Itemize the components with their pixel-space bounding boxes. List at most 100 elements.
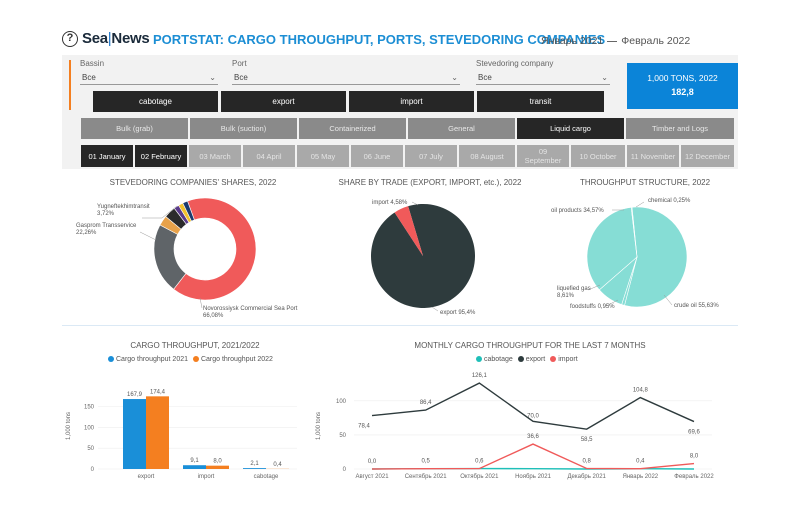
bassin-value: Все (82, 73, 96, 82)
cargo-type-general[interactable]: General (408, 118, 515, 139)
pie-leader-line (411, 201, 419, 206)
chevron-down-icon: ⌄ (209, 73, 216, 82)
logo-separator: | (107, 30, 112, 47)
cargo-type-bulk-suction[interactable]: Bulk (suction) (190, 118, 297, 139)
month-button-november[interactable]: 11 November (627, 145, 679, 167)
month-button-may[interactable]: 05 May (297, 145, 349, 167)
legend-label-2022: Cargo throughput 2022 (200, 356, 273, 363)
x-tick-label: Февраль 2022 (674, 474, 714, 480)
pie-label: 66,08% (203, 313, 224, 319)
y-tick-label: 100 (336, 399, 347, 405)
pie-leader-line (142, 205, 178, 219)
cargo-type-containerized[interactable]: Containerized (299, 118, 406, 139)
month-button-february[interactable]: 02 February (135, 145, 187, 167)
cargo-type-timber-logs[interactable]: Timber and Logs (626, 118, 734, 139)
pie-slice (586, 207, 638, 291)
bar-value-label: 0,4 (273, 462, 282, 468)
pie-label: Novorossiysk Commercial Sea Port (203, 306, 298, 312)
x-tick-label: Август 2021 (355, 474, 389, 480)
x-tick-label: cabotage (254, 474, 279, 480)
month-button-july[interactable]: 07 July (405, 145, 457, 167)
month-button-december[interactable]: 12 December (681, 145, 734, 167)
chart-title-stevedoring: STEVEDORING COMPANIES' SHARES, 2022 (109, 178, 277, 187)
y-axis-label: 1,000 tons (316, 412, 322, 440)
pie-leader-line (431, 306, 439, 312)
y-tick-label: 100 (84, 425, 95, 431)
bassin-label: Bassin (80, 59, 105, 68)
month-button-june[interactable]: 06 June (351, 145, 403, 167)
y-tick-label: 50 (339, 433, 346, 439)
data-label: 70,0 (527, 413, 539, 419)
y-tick-label: 0 (343, 467, 347, 473)
pie-label: liquefied gas (557, 286, 591, 292)
bassin-dropdown[interactable]: Все ⌄ (80, 71, 218, 85)
trade-button-cabotage[interactable]: cabotage (93, 91, 218, 112)
x-tick-label: Сентябрь 2021 (405, 474, 448, 480)
legend-monthly: cabotage export import (476, 356, 578, 363)
chevron-down-icon: ⌄ (601, 73, 608, 82)
data-label: 0,8 (582, 458, 591, 464)
pie-label: import 4,58% (372, 200, 408, 206)
trade-button-import[interactable]: import (349, 91, 474, 112)
chart-title-cargo-throughput: CARGO THROUGHPUT, 2021/2022 (130, 341, 260, 350)
chart-title-structure: THROUGHPUT STRUCTURE, 2022 (579, 178, 711, 187)
chevron-down-icon: ⌄ (451, 73, 458, 82)
chart-title-monthly: MONTHLY CARGO THROUGHPUT FOR THE LAST 7 … (414, 341, 646, 350)
period-range[interactable]: Январь 2021 Февраль 2022 (541, 35, 690, 47)
series-line-import (371, 443, 695, 470)
month-button-october[interactable]: 10 October (571, 145, 625, 167)
month-button-march[interactable]: 03 March (189, 145, 241, 167)
month-button-april[interactable]: 04 April (243, 145, 295, 167)
cargo-type-liquid-cargo[interactable]: Liquid cargo (517, 118, 624, 139)
pie-label: 22,26% (76, 230, 97, 236)
data-label: 36,6 (527, 434, 539, 440)
trade-button-transit[interactable]: transit (477, 91, 604, 112)
cargo-bar-chart: 1,000 tons 0 50 100 150 167,9 174,4 export 9,1 8,… (66, 389, 297, 480)
chart-title-trade: SHARE BY TRADE (EXPORT, IMPORT, etc.), 2… (338, 178, 522, 187)
y-tick-label: 50 (87, 446, 94, 452)
pie-label: crude oil 55,63% (674, 303, 719, 309)
legend-dot-2021 (108, 356, 114, 363)
monthly-line-chart: 1,000 tons 0 50 100 Август 2021 Сентябрь 2021… (316, 373, 714, 480)
legend-dot-export (517, 356, 524, 363)
month-button-august[interactable]: 08 August (459, 145, 515, 167)
logo-part2: News (111, 30, 150, 47)
help-icon[interactable]: ? (62, 31, 78, 47)
data-label: 0,6 (475, 459, 484, 465)
cargo-type-bulk-grab[interactable]: Bulk (grab) (81, 118, 188, 139)
pie-slice (182, 200, 195, 222)
pie-label: Gasprom Transservice (76, 223, 137, 229)
stevedoring-value: Все (478, 73, 492, 82)
month-button-january[interactable]: 01 January (81, 145, 133, 167)
pie-label: 3,72% (97, 211, 115, 217)
bar-value-label: 174,4 (150, 389, 166, 395)
kpi-card: 1,000 TONS, 2022 182,8 (627, 63, 738, 109)
pie-label: foodstuffs 0,95% (570, 304, 615, 310)
month-button-september[interactable]: 09 September (517, 145, 569, 167)
stevedoring-label: Stevedoring company (476, 59, 554, 68)
pie-label: chemical 0,25% (648, 198, 691, 204)
pie-slice (630, 206, 638, 258)
data-label: 86,4 (420, 400, 432, 406)
pie-leader-line (199, 297, 203, 309)
pie-label: Yugneftekhimtransit (97, 204, 150, 210)
bar-value-label: 9,1 (190, 458, 199, 464)
pie-leader-line (663, 294, 673, 306)
stevedoring-dropdown[interactable]: Все ⌄ (476, 71, 610, 85)
x-tick-label: Декабрь 2021 (567, 474, 606, 480)
port-label: Port (232, 59, 247, 68)
bar (123, 399, 146, 469)
bar (206, 465, 229, 469)
legend-dot-2022 (192, 356, 199, 363)
pie-label: oil products 34,57% (551, 208, 604, 214)
data-label: 78,4 (358, 424, 370, 430)
legend-label-import: import (558, 356, 578, 363)
logo-part1: Sea (82, 30, 108, 47)
port-dropdown[interactable]: Все ⌄ (232, 71, 460, 85)
x-tick-label: Ноябрь 2021 (515, 474, 551, 480)
legend-label-export: export (525, 356, 546, 363)
trade-button-export[interactable]: export (221, 91, 346, 112)
pie-leader-line (139, 231, 157, 241)
pie-slice (173, 197, 257, 301)
pie-slice (394, 206, 423, 256)
